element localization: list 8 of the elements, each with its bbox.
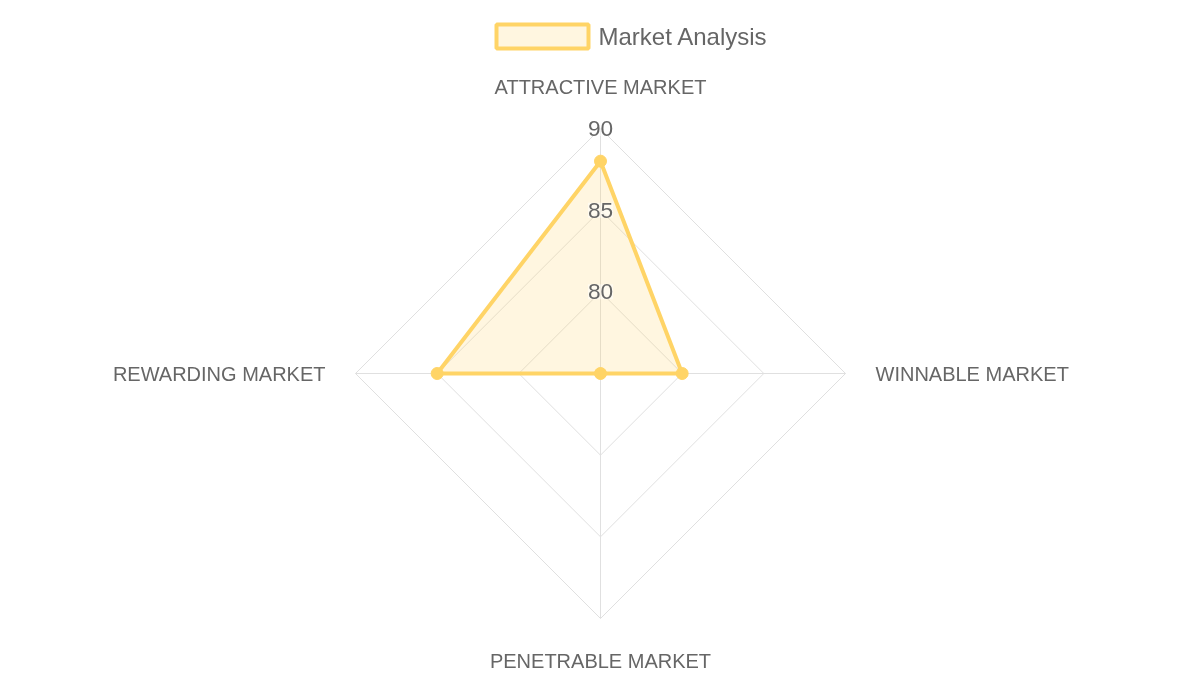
y-tick-label: 90	[587, 115, 614, 141]
legend-label: Market Analysis	[598, 23, 767, 50]
spoke-label: ATTRACTIVE MARKET	[494, 75, 707, 98]
y-tick-label: 85	[587, 196, 614, 223]
spoke-label: WINNABLE MARKET	[875, 362, 1069, 385]
spoke-label: PENETRABLE MARKET	[489, 649, 712, 672]
spoke-label: REWARDING MARKET	[112, 362, 326, 385]
y-tick-label: 80	[587, 278, 614, 305]
